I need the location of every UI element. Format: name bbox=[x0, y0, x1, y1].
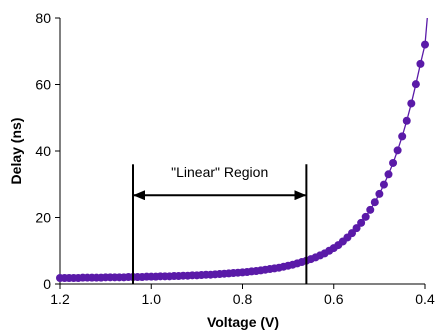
data-point bbox=[379, 180, 388, 189]
data-point bbox=[389, 158, 398, 167]
data-point bbox=[421, 40, 429, 49]
region-label: "Linear" Region bbox=[171, 164, 268, 180]
y-axis-title: Delay (ns) bbox=[8, 118, 24, 185]
x-tick-label: 0.6 bbox=[324, 291, 344, 307]
data-point bbox=[416, 59, 425, 68]
data-point bbox=[352, 224, 361, 233]
x-tick-label: 1.0 bbox=[142, 291, 162, 307]
data-point bbox=[393, 146, 402, 155]
data-point bbox=[366, 205, 375, 214]
y-tick-label: 20 bbox=[35, 210, 51, 226]
data-point bbox=[384, 170, 393, 179]
data-point bbox=[402, 116, 411, 125]
linear-region-annotation: "Linear" Region bbox=[132, 164, 308, 284]
x-tick-label: 0.4 bbox=[415, 291, 435, 307]
data-point bbox=[357, 218, 366, 227]
trend-line bbox=[60, 17, 428, 279]
y-tick-label: 0 bbox=[43, 276, 51, 292]
data-point bbox=[375, 189, 384, 198]
data-point bbox=[361, 212, 370, 221]
data-points bbox=[56, 40, 429, 283]
x-axis-title: Voltage (V) bbox=[207, 314, 279, 330]
y-tick-label: 80 bbox=[35, 10, 51, 26]
data-point bbox=[407, 99, 416, 108]
x-tick-label: 0.8 bbox=[233, 291, 253, 307]
data-point bbox=[398, 132, 407, 141]
x-axis-ticks: 1.2 1.0 0.8 0.6 0.4 bbox=[50, 284, 435, 307]
plot-frame bbox=[59, 18, 425, 285]
y-tick-label: 60 bbox=[35, 77, 51, 93]
data-point bbox=[411, 80, 420, 89]
data-point bbox=[370, 198, 379, 207]
x-tick-label: 1.2 bbox=[50, 291, 70, 307]
y-tick-label: 40 bbox=[35, 143, 51, 159]
y-axis-ticks: 0 20 40 60 80 bbox=[35, 10, 60, 292]
